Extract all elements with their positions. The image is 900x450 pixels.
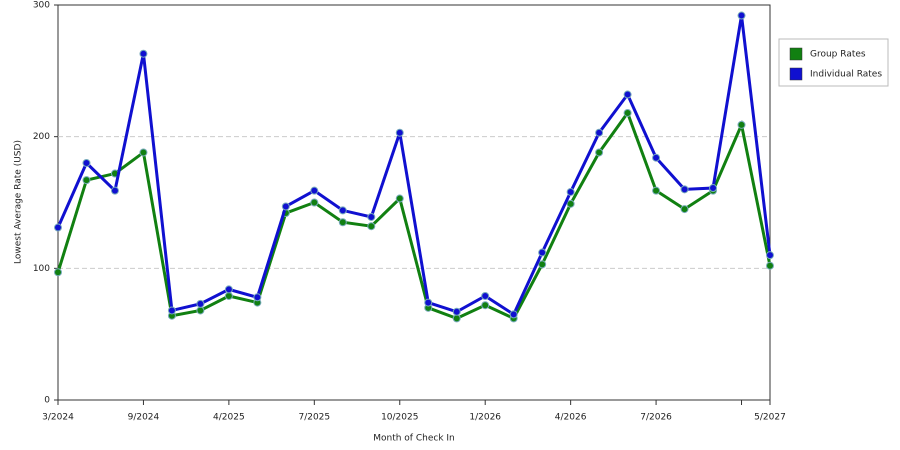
point — [538, 248, 547, 257]
series-line — [56, 15, 772, 317]
point — [566, 199, 575, 208]
x-tick-label: 1/2026 — [469, 413, 501, 423]
plot-frame — [57, 4, 771, 401]
y-tick-label: 0 — [44, 396, 50, 406]
point — [424, 298, 433, 307]
point — [623, 90, 632, 99]
series-line — [56, 109, 772, 321]
point — [595, 148, 604, 157]
point — [766, 251, 774, 260]
point — [54, 268, 62, 277]
point — [652, 186, 661, 195]
legend-swatch — [789, 47, 803, 61]
point — [82, 159, 91, 167]
point — [338, 218, 347, 227]
point — [395, 128, 404, 137]
point — [281, 202, 290, 211]
point — [253, 293, 262, 302]
point — [54, 223, 62, 232]
x-tick-label: 4/2026 — [555, 413, 587, 423]
point — [196, 306, 205, 315]
point — [367, 212, 376, 221]
point — [139, 49, 148, 58]
point — [110, 186, 119, 195]
y-tick-label: 300 — [33, 1, 50, 11]
point — [680, 205, 689, 214]
point — [367, 222, 376, 231]
point — [652, 153, 661, 162]
point — [196, 299, 205, 308]
point — [481, 301, 490, 310]
point — [538, 260, 547, 269]
x-tick-label: 4/2025 — [213, 413, 245, 423]
x-tick-label: 5/2027 — [754, 413, 786, 423]
point — [509, 310, 518, 319]
point — [737, 11, 746, 20]
point — [224, 291, 233, 300]
x-tick-label: 9/2024 — [128, 413, 160, 423]
point — [310, 198, 319, 207]
legend-swatch — [789, 67, 803, 81]
point — [680, 185, 689, 194]
point — [338, 206, 347, 215]
legend-label: Group Rates — [810, 50, 866, 60]
point — [452, 307, 461, 316]
y-tick-label: 200 — [33, 132, 50, 142]
point — [595, 128, 604, 137]
y-axis-label: Lowest Average Rate (USD) — [14, 140, 24, 264]
point — [224, 285, 233, 294]
x-axis-label: Month of Check In — [373, 434, 455, 444]
point — [310, 186, 319, 195]
point — [167, 306, 176, 315]
point — [623, 108, 632, 117]
x-tick-label: 10/2025 — [381, 413, 418, 423]
point — [766, 261, 774, 270]
point — [395, 194, 404, 203]
legend-label: Individual Rates — [810, 70, 882, 80]
y-tick-label: 100 — [33, 264, 50, 274]
point — [481, 291, 490, 300]
x-tick-label: 7/2025 — [298, 413, 330, 423]
x-tick-label: 7/2026 — [640, 413, 672, 423]
point — [566, 187, 575, 196]
point — [139, 148, 148, 157]
point — [737, 120, 746, 129]
point — [452, 314, 461, 323]
point — [82, 176, 91, 185]
point — [709, 184, 718, 193]
x-tick-label: 3/2024 — [42, 413, 74, 423]
